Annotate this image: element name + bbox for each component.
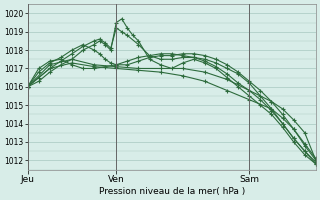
X-axis label: Pression niveau de la mer( hPa ): Pression niveau de la mer( hPa ): [99, 187, 245, 196]
